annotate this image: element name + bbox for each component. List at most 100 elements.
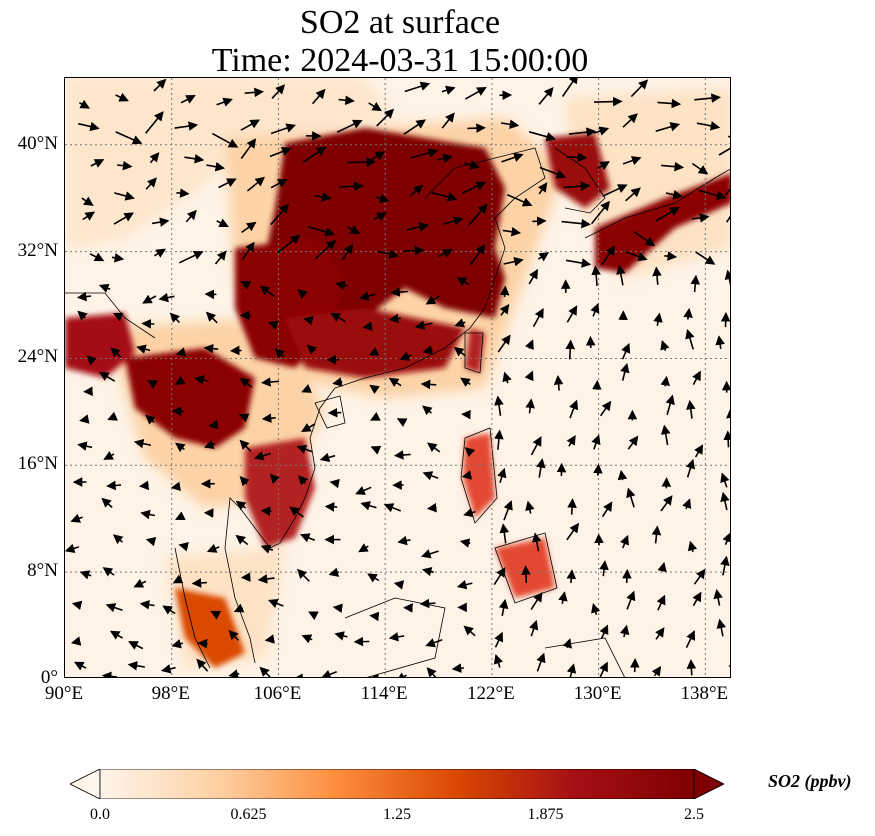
wind-arrow xyxy=(469,244,486,266)
wind-arrow xyxy=(86,355,97,366)
wind-arrow xyxy=(158,292,175,303)
wind-arrow xyxy=(178,251,204,264)
wind-arrow xyxy=(506,193,533,207)
wind-arrow xyxy=(228,629,239,641)
colorbar-title: SO2 (ppbv) xyxy=(768,771,852,791)
wind-arrow xyxy=(191,578,207,588)
wind-arrow xyxy=(206,543,220,553)
wind-arrow xyxy=(170,481,182,492)
wind-arrow xyxy=(303,315,314,326)
wind-arrow xyxy=(274,347,285,359)
wind-arrow xyxy=(239,377,253,388)
wind-arrow xyxy=(114,191,135,201)
wind-arrow xyxy=(724,269,730,286)
wind-arrow xyxy=(347,157,377,167)
wind-arrow xyxy=(142,294,157,304)
wind-arrow xyxy=(140,509,156,520)
wind-arrow xyxy=(71,600,83,611)
wind-arrow xyxy=(79,570,92,580)
wind-arrow xyxy=(175,347,187,357)
wind-arrow xyxy=(367,151,386,163)
wind-arrow xyxy=(627,435,639,450)
wind-arrow xyxy=(203,439,216,450)
wind-arrow xyxy=(208,419,219,430)
wind-arrow xyxy=(602,184,628,197)
wind-arrow xyxy=(302,146,327,163)
wind-arrow xyxy=(362,321,373,331)
wind-arrow xyxy=(185,209,197,223)
wind-arrow xyxy=(718,142,730,156)
wind-arrow xyxy=(420,379,437,390)
wind-arrow xyxy=(253,451,272,461)
wind-arrow xyxy=(162,605,176,615)
wind-arrow xyxy=(261,413,276,423)
wind-arrow xyxy=(528,268,539,285)
lat-tick-label: 40°N xyxy=(17,132,58,154)
wind-arrow xyxy=(456,276,470,287)
wind-arrow xyxy=(368,346,380,356)
wind-arrow xyxy=(172,574,184,584)
wind-arrow xyxy=(367,573,380,583)
wind-arrow xyxy=(194,375,209,385)
wind-arrow xyxy=(347,225,361,234)
wind-arrow xyxy=(459,538,471,548)
wind-arrow xyxy=(180,95,196,104)
wind-arrow xyxy=(656,594,666,611)
wind-arrow xyxy=(228,669,240,677)
wind-arrow xyxy=(460,377,471,387)
wind-arrow xyxy=(431,191,458,202)
wind-arrow xyxy=(493,567,506,586)
wind-arrow xyxy=(692,591,702,607)
wind-arrow xyxy=(694,444,704,458)
wind-arrow xyxy=(421,566,434,577)
wind-arrow xyxy=(620,362,630,381)
wind-arrow xyxy=(336,119,363,133)
wind-arrow xyxy=(101,497,113,508)
wind-arrow xyxy=(567,498,577,515)
wind-arrow xyxy=(593,96,623,107)
wind-arrow xyxy=(296,444,313,454)
wind-arrow xyxy=(397,535,411,546)
wind-arrow xyxy=(427,442,441,453)
wind-arrow xyxy=(270,178,288,189)
wind-arrow xyxy=(500,119,520,130)
wind-arrow xyxy=(82,211,96,221)
wind-arrow xyxy=(694,93,721,103)
wind-arrow xyxy=(502,371,512,384)
wind-arrow xyxy=(289,506,304,518)
wind-arrow xyxy=(626,590,636,610)
wind-arrow xyxy=(334,631,348,641)
wind-arrow xyxy=(561,78,579,97)
wind-arrow xyxy=(454,318,466,328)
wind-arrow xyxy=(145,111,164,134)
wind-arrow xyxy=(651,525,662,544)
wind-arrow xyxy=(98,371,116,382)
wind-arrow xyxy=(660,495,673,512)
wind-arrow xyxy=(441,85,456,95)
wind-arrow xyxy=(664,251,678,261)
wind-arrow xyxy=(396,418,408,427)
wind-arrow xyxy=(178,542,189,552)
wind-arrow xyxy=(171,639,183,649)
wind-arrow xyxy=(406,222,430,232)
wind-arrow xyxy=(145,536,157,547)
wind-arrow xyxy=(65,543,80,553)
wind-arrow xyxy=(393,580,405,590)
wind-arrow xyxy=(133,438,151,449)
wind-arrow xyxy=(720,555,730,576)
wind-arrow xyxy=(622,568,632,583)
colorbar-extend-high xyxy=(693,768,725,800)
wind-arrow xyxy=(241,241,255,260)
wind-arrow xyxy=(141,319,155,329)
wind-arrow xyxy=(376,108,395,127)
wind-arrow xyxy=(565,339,576,360)
wind-arrow xyxy=(319,452,336,463)
wind-arrow xyxy=(499,523,510,544)
wind-arrow xyxy=(174,121,199,131)
wind-arrow xyxy=(169,312,181,324)
lon-tick-label: 90°E xyxy=(44,683,84,704)
wind-arrow xyxy=(399,351,412,361)
colorbar-tick-label: 1.875 xyxy=(527,806,564,823)
wind-arrow xyxy=(437,249,453,258)
wind-arrow xyxy=(369,611,380,622)
